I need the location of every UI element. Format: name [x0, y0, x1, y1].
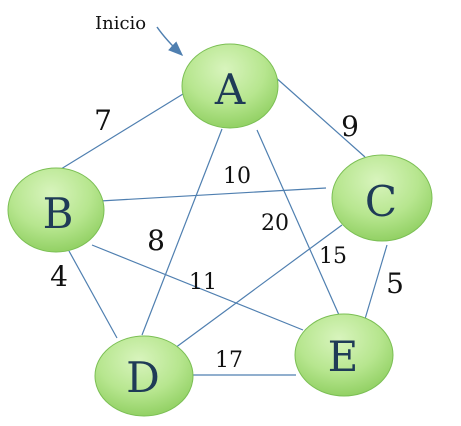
edge-d-c — [174, 224, 343, 349]
edge-weight-a-d: 8 — [147, 224, 165, 257]
edge-weight-b-e: 11 — [189, 270, 217, 295]
node-e-label: E — [328, 332, 359, 381]
edge-b-d — [68, 250, 118, 339]
node-a-circle — [181, 43, 279, 129]
node-e: E — [294, 313, 394, 397]
edge-weight-d-e: 17 — [215, 348, 243, 373]
edge-weight-c-e: 5 — [386, 267, 404, 300]
edges-layer — [60, 75, 388, 376]
start-arrow-icon — [156, 26, 184, 57]
edge-weight-b-c: 10 — [223, 164, 251, 189]
node-a: A — [181, 43, 279, 129]
edge-b-e — [91, 244, 304, 331]
edge-weight-b-d: 4 — [50, 260, 68, 293]
nodes-layer: A B C D E — [7, 43, 433, 417]
edge-a-e — [256, 129, 340, 316]
node-e-circle — [294, 313, 394, 397]
edge-weight-d-c: 15 — [319, 244, 347, 269]
start-label: Inicio — [95, 13, 146, 34]
node-c-circle — [331, 154, 433, 242]
edge-weight-a-b: 7 — [94, 104, 112, 137]
weights-layer: 7 9 10 8 20 15 11 4 5 17 — [50, 104, 404, 373]
edge-a-c — [273, 75, 366, 158]
node-c: C — [331, 154, 433, 242]
node-d: D — [94, 335, 194, 417]
edge-weight-a-c: 9 — [341, 110, 359, 143]
edge-b-c — [99, 187, 327, 202]
edge-a-b — [60, 93, 184, 170]
node-d-label: D — [126, 353, 160, 402]
node-d-circle — [94, 335, 194, 417]
edge-weight-a-e: 20 — [261, 211, 289, 236]
node-b: B — [7, 167, 105, 253]
node-b-label: B — [43, 189, 74, 238]
node-b-circle — [7, 167, 105, 253]
edge-a-d — [141, 128, 223, 336]
edge-c-e — [364, 244, 388, 320]
node-a-label: A — [214, 65, 246, 114]
node-c-label: C — [365, 177, 397, 226]
